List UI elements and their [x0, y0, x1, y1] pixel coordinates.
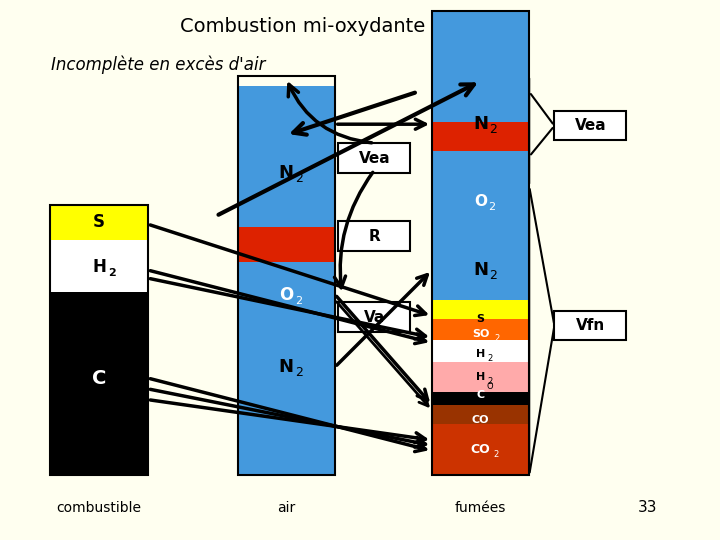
Text: C: C	[92, 368, 106, 388]
Bar	[554, 111, 626, 140]
Text: N: N	[473, 261, 488, 279]
Text: combustible: combustible	[56, 501, 142, 515]
Text: Va: Va	[364, 310, 385, 325]
Text: 2: 2	[495, 334, 500, 343]
Text: O: O	[487, 382, 493, 390]
Text: 2: 2	[487, 377, 492, 386]
Text: 2: 2	[487, 354, 492, 363]
Bar	[432, 122, 529, 151]
Bar	[432, 362, 529, 392]
Text: 33: 33	[638, 500, 658, 515]
Bar	[50, 205, 148, 475]
Bar	[238, 227, 335, 262]
Text: 2: 2	[490, 123, 498, 136]
Text: S: S	[93, 213, 105, 232]
Bar	[432, 151, 529, 300]
Text: 2: 2	[295, 366, 303, 379]
Text: SO: SO	[472, 329, 490, 339]
Text: 2: 2	[108, 268, 116, 278]
Text: H: H	[476, 349, 485, 359]
Text: Incomplète en excès d'air: Incomplète en excès d'air	[51, 56, 266, 74]
Text: 2: 2	[494, 450, 499, 459]
Text: H: H	[476, 372, 485, 382]
Text: air: air	[277, 501, 295, 515]
Bar	[338, 221, 410, 251]
Bar	[432, 319, 529, 340]
Text: Vea: Vea	[359, 151, 390, 166]
Text: 2: 2	[489, 202, 495, 212]
Text: 2: 2	[490, 269, 498, 282]
Text: CO: CO	[471, 443, 490, 456]
Bar	[50, 240, 148, 292]
Text: O: O	[279, 286, 293, 305]
Bar	[238, 86, 335, 227]
Bar	[238, 262, 335, 475]
Bar	[432, 405, 529, 424]
Text: CO: CO	[472, 415, 490, 425]
Text: H: H	[92, 258, 106, 276]
Bar	[554, 310, 626, 340]
Text: Combustion mi-oxydante: Combustion mi-oxydante	[180, 17, 425, 37]
Bar	[338, 302, 410, 332]
Text: 2: 2	[296, 296, 302, 306]
Bar	[50, 292, 148, 475]
Bar	[238, 76, 335, 475]
Text: N: N	[279, 358, 294, 376]
Bar	[432, 392, 529, 405]
Bar	[432, 340, 529, 362]
Bar	[338, 143, 410, 173]
Text: S: S	[477, 314, 485, 323]
Bar	[432, 11, 529, 122]
Text: Vfn: Vfn	[576, 318, 605, 333]
Text: 2: 2	[295, 172, 303, 185]
Text: N: N	[279, 164, 294, 182]
Text: O: O	[474, 194, 487, 209]
Text: fumées: fumées	[455, 501, 506, 515]
Bar	[432, 11, 529, 475]
Text: C: C	[477, 390, 485, 400]
Text: N: N	[473, 115, 488, 133]
Bar	[50, 205, 148, 240]
Text: R: R	[369, 229, 380, 244]
Bar	[432, 300, 529, 319]
Bar	[432, 424, 529, 475]
Text: Vea: Vea	[575, 118, 606, 133]
